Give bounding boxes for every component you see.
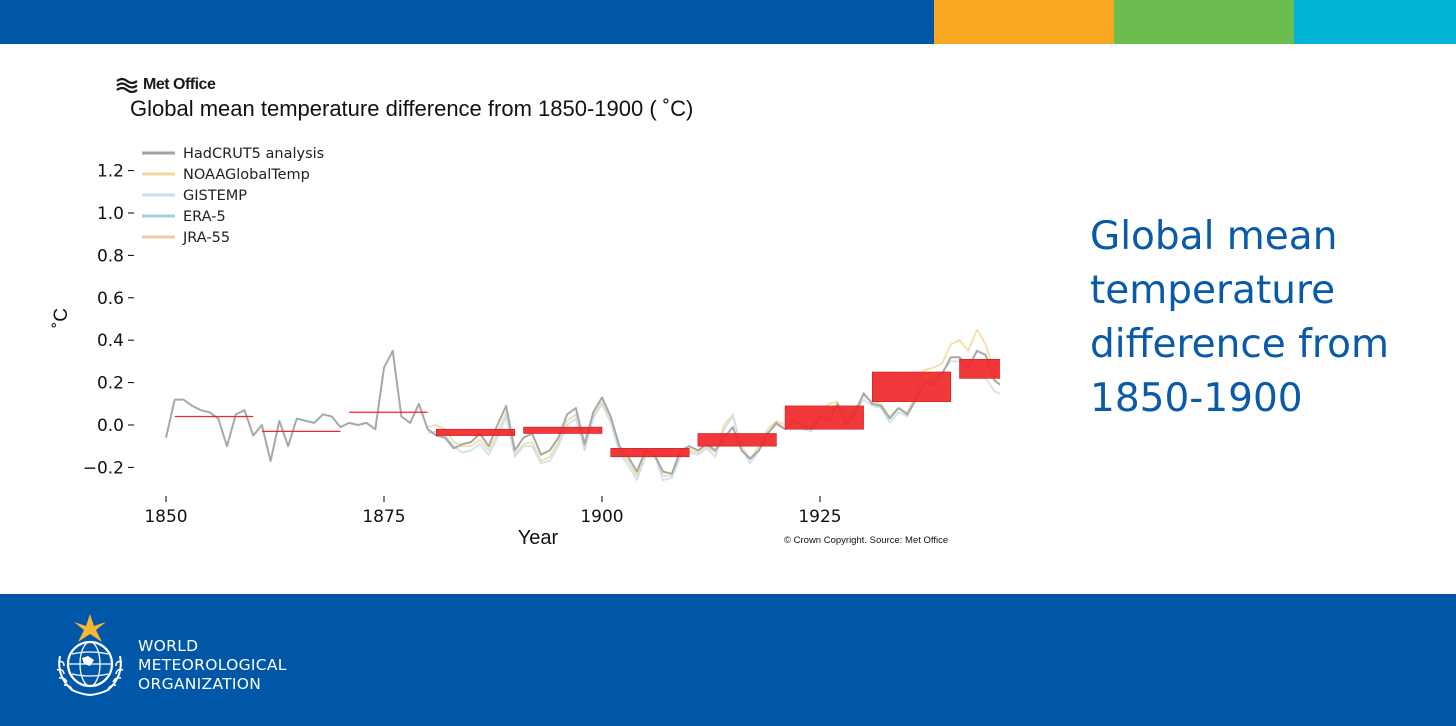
side-title: Global mean temperature difference from … <box>1090 214 1389 421</box>
decade-range-box <box>610 448 690 458</box>
series-line-noaaglobaltemp <box>427 328 1000 477</box>
metoffice-wave-icon <box>116 77 138 93</box>
decade-range-box <box>959 358 1000 379</box>
decade-range-box <box>784 405 864 430</box>
metoffice-logo-text: Met Office <box>143 76 216 93</box>
legend-label: NOAAGlobalTemp <box>183 167 310 183</box>
series-line-gistemp <box>427 360 1000 482</box>
decade-range-box <box>872 371 952 402</box>
wmo-emblem-icon <box>56 614 124 696</box>
top-bar-green-segment <box>1114 0 1294 44</box>
legend-label: GISTEMP <box>183 188 247 204</box>
x-tick-label: 1900 <box>580 507 623 527</box>
metoffice-logo: Met Office <box>116 74 216 96</box>
wmo-name-line-3: ORGANIZATION <box>138 675 262 693</box>
top-color-bar <box>0 0 1456 44</box>
y-tick-label: 0.8 <box>97 246 124 266</box>
x-tick-label: 1875 <box>362 507 405 527</box>
wmo-name: WORLD METEOROLOGICAL ORGANIZATION <box>138 637 287 694</box>
top-bar-orange-segment <box>934 0 1114 44</box>
y-tick-label: 0.0 <box>97 416 124 436</box>
chart-title: Global mean temperature difference from … <box>130 96 694 121</box>
temperature-chart: −0.2 0.0 0.2 0.4 0.6 0.8 1.0 1.2 1850 1875 1900 192… <box>51 146 1000 549</box>
copyright-note: © Crown Copyright. Source: Met Office <box>784 535 949 546</box>
top-bar-cyan-segment <box>1294 0 1456 44</box>
y-tick-label: 0.6 <box>97 289 124 309</box>
legend-label: JRA-55 <box>182 230 230 246</box>
top-bar-blue-segment <box>0 0 934 44</box>
y-tick-label: 1.2 <box>97 162 124 182</box>
decade-range-box <box>436 428 516 436</box>
series-line-hadcrut5-analysis <box>165 349 1000 475</box>
x-tick-label: 1925 <box>798 507 841 527</box>
y-tick-label: 0.4 <box>97 331 124 351</box>
y-tick-label: 0.2 <box>97 374 124 394</box>
legend-label: HadCRUT5 analysis <box>183 146 324 162</box>
legend-label: ERA-5 <box>183 209 226 225</box>
y-axis-label: ˚C <box>51 308 72 328</box>
x-axis-label: Year <box>518 527 559 549</box>
wmo-name-line-2: METEOROLOGICAL <box>138 656 287 674</box>
decade-range-box <box>697 433 777 447</box>
x-tick-label: 1850 <box>144 507 187 527</box>
y-tick-label: 1.0 <box>97 204 124 224</box>
wmo-name-line-1: WORLD <box>138 637 199 655</box>
bottom-blue-band <box>0 594 1456 726</box>
y-tick-label: −0.2 <box>83 458 124 478</box>
decade-range-box <box>523 426 603 434</box>
